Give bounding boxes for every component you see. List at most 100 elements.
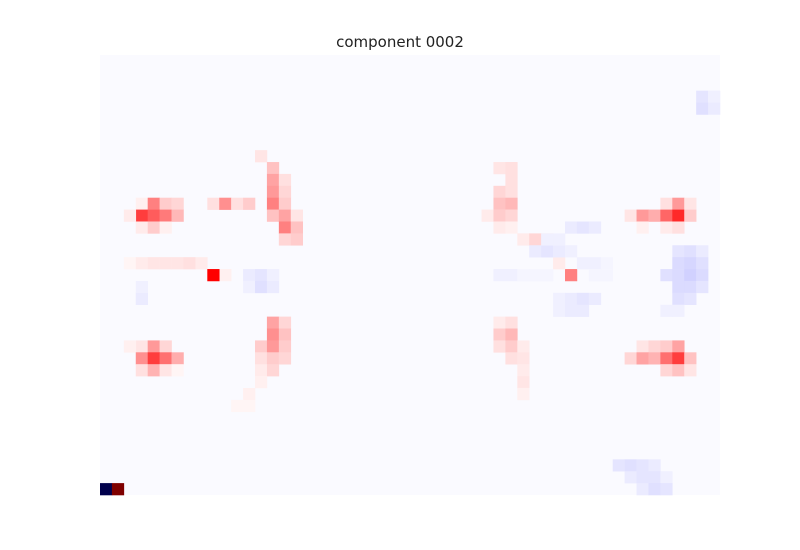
heatmap-cell [565, 245, 578, 258]
heatmap-cell [660, 340, 673, 353]
heatmap-cell [600, 257, 613, 270]
heatmap-cell [660, 352, 673, 365]
heatmap-cell [648, 483, 661, 496]
heatmap-cell [493, 269, 506, 282]
heatmap-cell [183, 257, 196, 270]
heatmap-cell [529, 233, 542, 246]
heatmap-cell [517, 352, 530, 365]
heatmap-cell [135, 364, 148, 377]
heatmap-cell [696, 269, 709, 282]
heatmap-cell [565, 221, 578, 234]
heatmap-cell [266, 364, 280, 377]
heatmap-cell [266, 162, 280, 175]
heatmap-cell [255, 269, 268, 282]
heatmap-cell [481, 209, 494, 222]
heatmap-cell [243, 399, 256, 413]
heatmap-cell [529, 269, 542, 282]
heatmap-cell [278, 209, 292, 222]
heatmap-cell [147, 352, 160, 365]
heatmap-cell [231, 399, 244, 413]
heatmap-cell [255, 280, 268, 294]
heatmap-cell [517, 364, 530, 377]
heatmap-cell [624, 459, 637, 472]
heatmap-cell [135, 209, 148, 222]
heatmap-cell [660, 269, 673, 282]
heatmap-cell [493, 162, 506, 175]
heatmap-cell [147, 364, 160, 377]
heatmap-cell [505, 221, 518, 234]
heatmap-cell [207, 197, 220, 210]
heatmap-cell [660, 364, 673, 377]
heatmap-cell [648, 352, 661, 365]
heatmap-cell [541, 233, 554, 246]
heatmap-cell [243, 280, 256, 294]
heatmap-cell [159, 352, 172, 365]
heatmap-cell [505, 197, 518, 210]
heatmap-cell [576, 257, 590, 270]
heatmap-cell [195, 257, 208, 270]
heatmap-cell [576, 304, 590, 317]
heatmap-cell [636, 459, 649, 472]
heatmap-cell [135, 257, 148, 270]
heatmap-cell [553, 304, 566, 317]
heatmap-cell [278, 352, 292, 365]
heatmap-cell [672, 352, 685, 365]
heatmap-cell [278, 221, 292, 234]
heatmap-cell [219, 269, 232, 282]
heatmap-cell [636, 471, 649, 484]
heatmap-cell [684, 197, 697, 210]
heatmap-cell [648, 459, 661, 472]
heatmap-cell [243, 269, 256, 282]
heatmap-cell [553, 245, 566, 258]
heatmap-cell [147, 209, 160, 222]
heatmap-cell [517, 387, 530, 401]
heatmap-cell [135, 221, 148, 234]
heatmap-cell [696, 102, 709, 115]
heatmap-cell [159, 257, 172, 270]
heatmap-cell [135, 340, 148, 353]
heatmap-cell [135, 292, 148, 306]
heatmap-cell [505, 209, 518, 222]
heatmap-cell [696, 245, 709, 258]
heatmap-cell [672, 340, 685, 353]
heatmap-cell [266, 280, 280, 294]
heatmap-cell [648, 340, 661, 353]
heatmap-cell [624, 471, 637, 484]
heatmap-cell [278, 197, 292, 210]
heatmap-cell [517, 233, 530, 246]
heatmap-cell [672, 221, 685, 234]
heatmap-cell [565, 269, 578, 282]
heatmap-cell [266, 328, 280, 341]
heatmap-cell [672, 245, 685, 258]
heatmap-cell [505, 162, 518, 175]
heatmap-cell [493, 197, 506, 210]
heatmap-cell [660, 221, 673, 234]
heatmap-cell [648, 209, 661, 222]
heatmap-cell [505, 328, 518, 341]
heatmap-cell [147, 197, 160, 210]
heatmap-cell [493, 221, 506, 234]
heatmap-cell [672, 269, 685, 282]
heatmap-background [100, 55, 720, 495]
heatmap-cell [135, 352, 148, 365]
heatmap-cell [660, 197, 673, 210]
heatmap-cell [636, 352, 649, 365]
heatmap-cell [123, 209, 137, 222]
heatmap-cells [100, 55, 721, 496]
heatmap-cell [565, 304, 578, 317]
heatmap-cell [684, 245, 697, 258]
heatmap-cell [576, 221, 590, 234]
heatmap-cell [684, 280, 697, 294]
heatmap-cell [624, 352, 637, 365]
heatmap-cell [243, 387, 256, 401]
heatmap-cell [672, 257, 685, 270]
heatmap-cell [266, 185, 280, 198]
heatmap-cell [660, 471, 673, 484]
heatmap-cell [135, 197, 148, 210]
heatmap-cell [576, 292, 590, 306]
heatmap-cell [672, 209, 685, 222]
heatmap-cell [565, 292, 578, 306]
heatmap-cell [672, 304, 685, 317]
heatmap-cell [171, 209, 184, 222]
